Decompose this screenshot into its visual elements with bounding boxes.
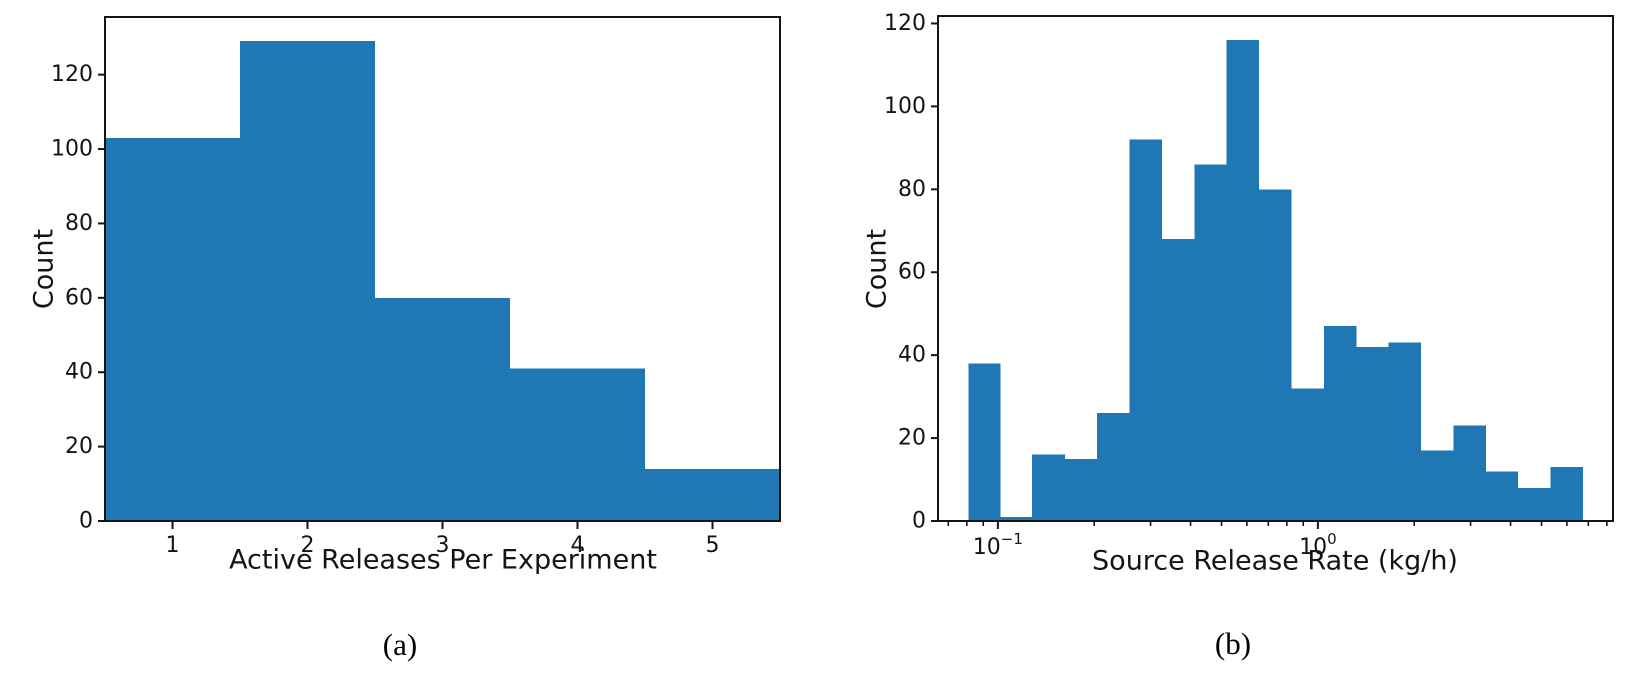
histogram-bar — [1453, 425, 1486, 521]
x-tick-label: 10−1 — [973, 530, 1023, 560]
histogram-bar — [1356, 346, 1389, 521]
histogram-bar — [1518, 487, 1551, 521]
y-tick-label: 120 — [51, 62, 93, 87]
x-tick-label: 100 — [1299, 530, 1337, 560]
x-axis-label-b: Source Release Rate (kg/h) — [1092, 545, 1458, 577]
y-tick-label: 40 — [898, 343, 926, 368]
y-axis-label-b: Count — [861, 228, 893, 310]
y-tick-label: 80 — [898, 177, 926, 202]
panel-caption-b: (b) — [1214, 626, 1252, 661]
histogram-bar — [1000, 516, 1033, 521]
y-tick-label: 120 — [884, 11, 926, 36]
histogram-bar — [1096, 413, 1130, 521]
histogram-bar — [1064, 458, 1097, 521]
x-axis-label-a: Active Releases Per Experiment — [229, 544, 657, 576]
histogram-bar — [1421, 450, 1454, 521]
y-axis-label-a: Count — [28, 228, 60, 310]
y-tick-label: 20 — [898, 426, 926, 451]
y-tick-label: 60 — [898, 260, 926, 285]
histogram-bar — [375, 297, 510, 521]
x-tick-label: 2 — [301, 533, 315, 558]
histogram-bar — [240, 41, 375, 522]
histogram-bar — [1485, 471, 1519, 521]
histogram-bar — [1226, 40, 1260, 522]
histogram-bar — [1194, 164, 1227, 521]
y-tick-label: 100 — [51, 137, 93, 162]
y-tick-label: 20 — [65, 434, 93, 459]
histogram-bar — [510, 368, 645, 521]
histogram-bar — [1129, 139, 1163, 521]
y-tick-label: 0 — [912, 509, 926, 534]
x-tick-label: 3 — [436, 533, 450, 558]
y-tick-label: 0 — [79, 509, 93, 534]
y-tick-label: 40 — [65, 360, 93, 385]
x-tick-label: 5 — [706, 533, 720, 558]
histogram-bar — [968, 363, 1001, 521]
plot-spines — [937, 15, 1614, 522]
histogram-bar — [645, 468, 780, 521]
histogram-bar — [1388, 342, 1421, 521]
histogram-bar — [1323, 326, 1357, 521]
histogram-bar — [1550, 467, 1583, 521]
panel-caption-a: (a) — [382, 627, 418, 662]
y-tick-label: 100 — [884, 94, 926, 119]
y-tick-label: 80 — [65, 211, 93, 236]
histogram-bar — [1032, 454, 1065, 521]
y-tick-label: 60 — [65, 285, 93, 310]
histogram-bar — [1259, 189, 1292, 521]
histogram-bar — [105, 137, 240, 521]
x-tick-label: 1 — [166, 533, 180, 558]
histogram-bar — [1162, 239, 1195, 521]
x-tick-label: 4 — [571, 533, 585, 558]
histogram-bar — [1291, 388, 1324, 521]
